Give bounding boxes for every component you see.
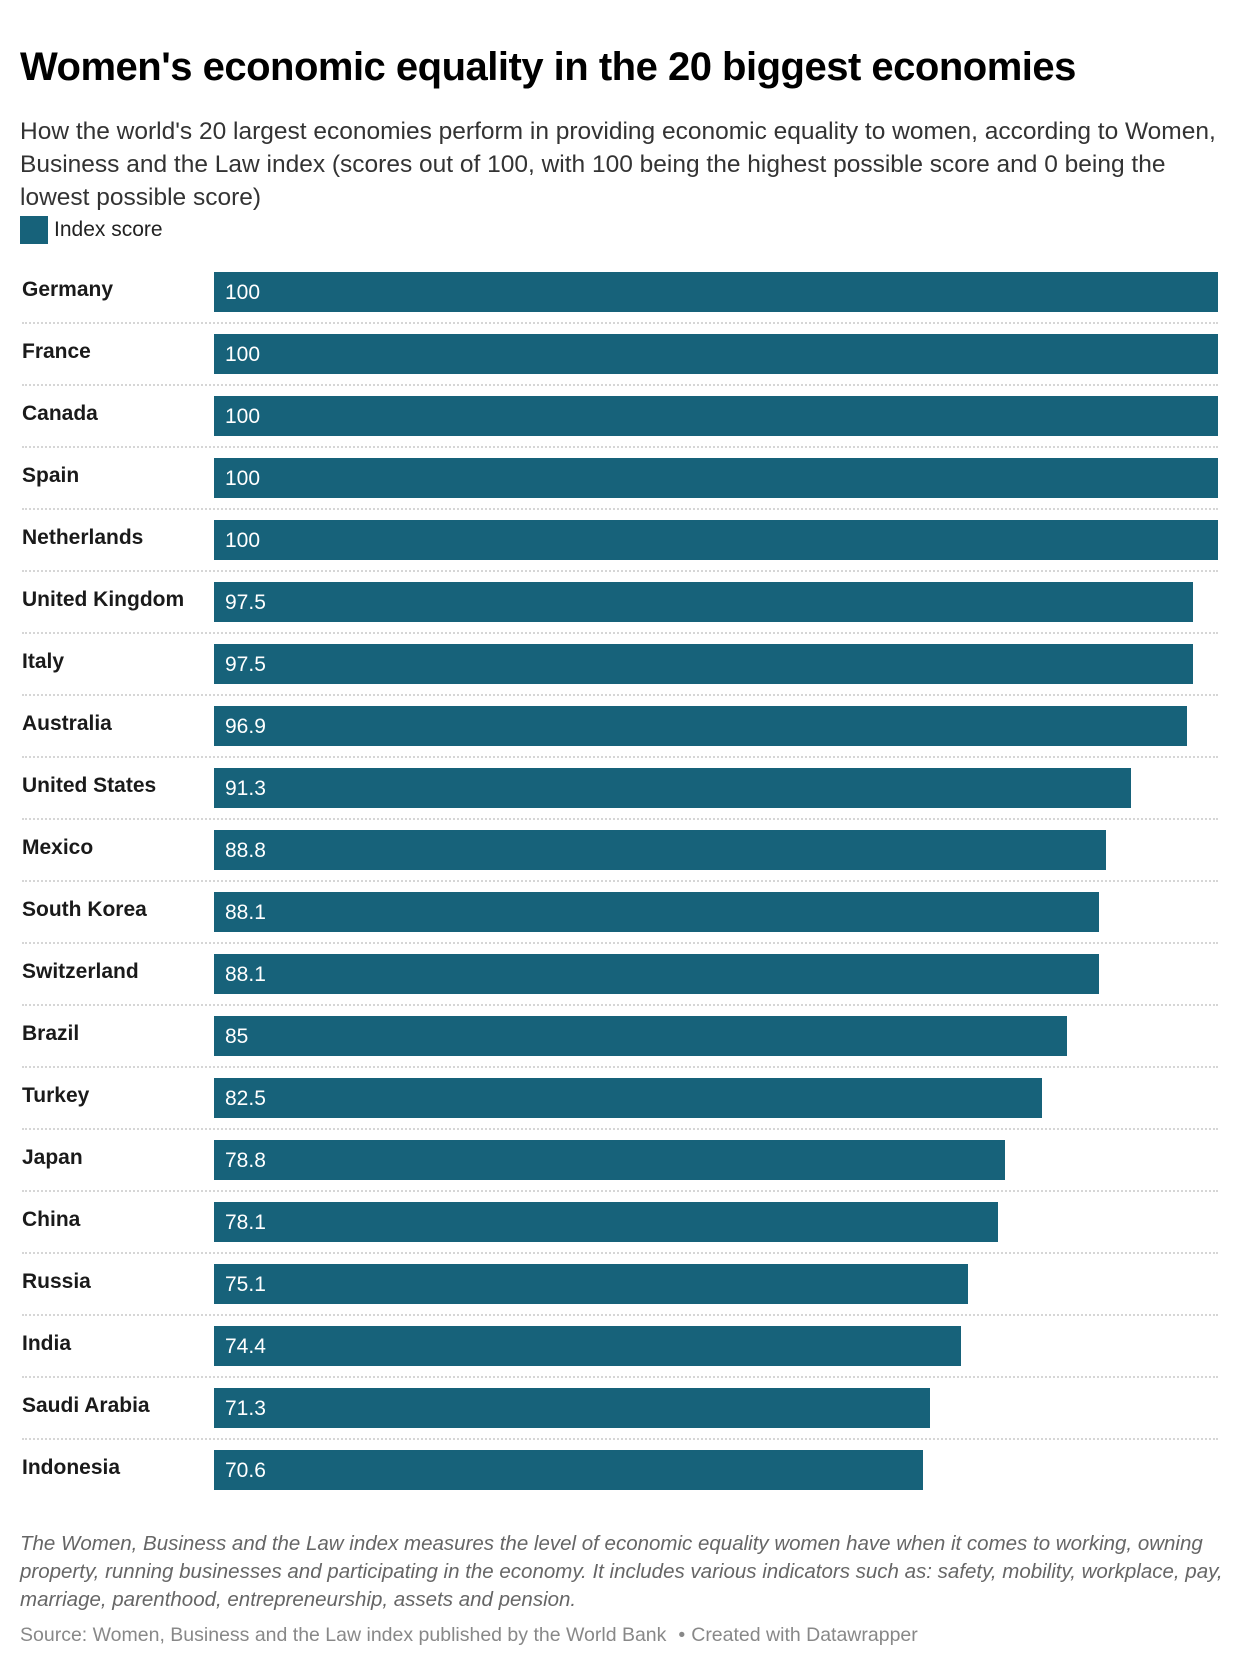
bar	[214, 396, 1218, 436]
bar-value-label: 88.1	[225, 901, 266, 924]
bar-value-label: 96.9	[225, 715, 266, 738]
bar	[214, 830, 1106, 870]
row-label: Australia	[22, 712, 112, 735]
bar-value-label: 70.6	[225, 1459, 266, 1482]
chart-subtitle: How the world's 20 largest economies per…	[20, 117, 1216, 211]
row-label: Saudi Arabia	[22, 1394, 150, 1417]
bar	[214, 520, 1218, 560]
row-label: Netherlands	[22, 526, 144, 549]
bar-value-label: 100	[225, 529, 261, 552]
row-label: China	[22, 1208, 81, 1231]
bar-value-label: 91.3	[225, 777, 266, 800]
bar-value-label: 82.5	[225, 1087, 266, 1110]
source-separator: •	[678, 1624, 686, 1646]
bar-value-label: 88.1	[225, 963, 266, 986]
row-divider	[22, 880, 1218, 882]
legend: Index score	[20, 216, 163, 244]
credit-link[interactable]: Created with Datawrapper	[691, 1624, 918, 1646]
bar-value-label: 78.8	[225, 1149, 266, 1172]
row-divider	[22, 1376, 1218, 1378]
row-divider	[22, 1252, 1218, 1254]
row-label: Spain	[22, 464, 80, 487]
bar-value-label: 97.5	[225, 591, 266, 614]
legend-swatch	[20, 216, 48, 244]
row-divider	[22, 756, 1218, 758]
row-divider	[22, 446, 1218, 448]
bar-value-label: 85	[225, 1025, 249, 1048]
chart-title: Women's economic equality in the 20 bigg…	[20, 44, 1076, 89]
bar	[214, 1016, 1068, 1056]
row-divider	[22, 1314, 1218, 1316]
bar	[214, 892, 1099, 932]
bar	[214, 1140, 1006, 1180]
row-divider	[22, 570, 1218, 572]
bar	[214, 1264, 968, 1304]
row-divider	[22, 508, 1218, 510]
row-divider	[22, 1004, 1218, 1006]
bar	[214, 1202, 999, 1242]
row-label: Indonesia	[22, 1456, 121, 1479]
bar	[214, 334, 1218, 374]
chart-notes: The Women, Business and the Law index me…	[20, 1532, 1223, 1611]
row-label: France	[22, 340, 91, 363]
row-divider	[22, 1128, 1218, 1130]
row-divider	[22, 632, 1218, 634]
bar-value-label: 100	[225, 343, 261, 366]
row-label: Brazil	[22, 1022, 80, 1045]
row-label: Switzerland	[22, 960, 139, 983]
row-label: Japan	[22, 1146, 83, 1169]
bar-value-label: 71.3	[225, 1397, 266, 1420]
bar-value-label: 78.1	[225, 1211, 266, 1234]
row-divider	[22, 942, 1218, 944]
row-divider	[22, 694, 1218, 696]
row-divider	[22, 322, 1218, 324]
row-label: Russia	[22, 1270, 91, 1293]
bar-value-label: 74.4	[225, 1335, 266, 1358]
bar	[214, 1388, 930, 1428]
bar-value-label: 100	[225, 467, 261, 490]
bar	[214, 272, 1218, 312]
row-label: United States	[22, 774, 157, 797]
row-label: Turkey	[22, 1084, 90, 1107]
row-label: Italy	[22, 650, 65, 673]
bar	[214, 582, 1193, 622]
row-label: Mexico	[22, 836, 94, 859]
bar	[214, 706, 1187, 746]
bar-value-label: 88.8	[225, 839, 266, 862]
row-label: India	[22, 1332, 72, 1355]
row-label: United Kingdom	[22, 588, 185, 611]
row-divider	[22, 384, 1218, 386]
bar	[214, 458, 1218, 498]
row-divider	[22, 818, 1218, 820]
chart-source: Source: Women, Business and the Law inde…	[20, 1624, 918, 1647]
bar-value-label: 100	[225, 405, 261, 428]
bar	[214, 1326, 961, 1366]
bar-value-label: 75.1	[225, 1273, 266, 1296]
bar	[214, 1450, 923, 1490]
bar-value-label: 97.5	[225, 653, 266, 676]
row-label: Canada	[22, 402, 98, 425]
row-divider	[22, 1190, 1218, 1192]
source-text: Source: Women, Business and the Law inde…	[20, 1624, 667, 1646]
bar-value-label: 100	[225, 281, 261, 304]
bar	[214, 644, 1193, 684]
legend-label: Index score	[54, 218, 163, 241]
row-divider	[22, 1066, 1218, 1068]
row-label: South Korea	[22, 898, 147, 921]
row-label: Germany	[22, 278, 114, 301]
bar	[214, 768, 1131, 808]
bar	[214, 954, 1099, 994]
bar	[214, 1078, 1043, 1118]
row-divider	[22, 1438, 1218, 1440]
